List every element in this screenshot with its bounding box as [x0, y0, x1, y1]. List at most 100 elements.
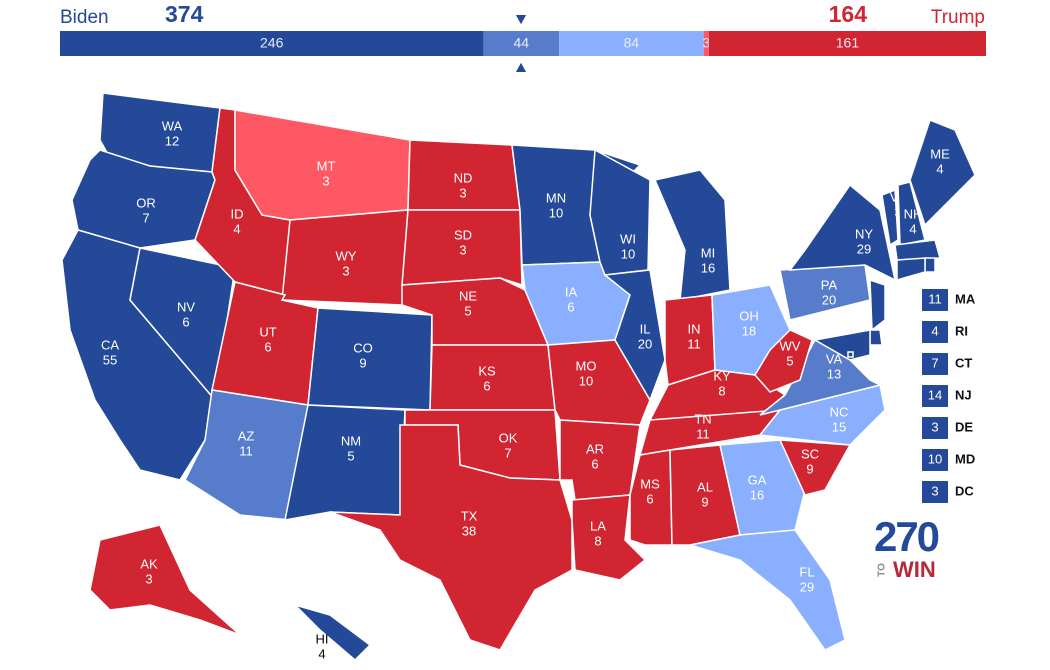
state-votes: 14 [928, 387, 942, 402]
bar-segment [60, 31, 484, 56]
state-votes: 8 [718, 383, 725, 398]
state-votes: 3 [931, 419, 938, 434]
state-shape [897, 181, 926, 246]
state-abbr: IA [565, 284, 578, 299]
state-shape [689, 529, 846, 651]
state-votes: 20 [822, 292, 836, 307]
state-shape [788, 183, 897, 282]
state-shape [307, 307, 433, 411]
state-abbr: DE [955, 419, 973, 434]
state-votes: 8 [594, 533, 601, 548]
state-abbr: MA [955, 291, 976, 306]
state-shape [71, 149, 216, 249]
state-shape [869, 329, 883, 346]
state-votes: 11 [696, 426, 710, 441]
threshold-marker [516, 63, 526, 72]
state-shape [894, 239, 941, 261]
state-votes: 10 [549, 205, 563, 220]
candidate-total: 164 [829, 1, 868, 27]
state-abbr: OR [136, 195, 156, 210]
state-votes: 55 [103, 352, 117, 367]
state-abbr: ID [231, 206, 244, 221]
state-votes: 16 [701, 260, 715, 275]
state-abbr: ME [930, 146, 950, 161]
state-shape [559, 419, 641, 501]
state-abbr: FL [799, 564, 814, 579]
state-votes: 3 [145, 571, 152, 586]
state-votes: 15 [832, 419, 846, 434]
state-shape [754, 329, 813, 393]
state-votes: 10 [621, 246, 635, 261]
state-abbr: MT [317, 158, 336, 173]
state-votes: 6 [646, 491, 653, 506]
state-abbr: SD [454, 227, 472, 242]
state-votes: 11 [687, 336, 701, 351]
state-votes: 7 [931, 355, 938, 370]
state-votes: 20 [638, 336, 652, 351]
state-shape [812, 329, 871, 361]
state-votes: 5 [347, 448, 354, 463]
state-votes: 38 [462, 523, 476, 538]
state-votes: 6 [567, 299, 574, 314]
state-abbr: PA [821, 277, 838, 292]
state-votes: 5 [464, 303, 471, 318]
state-abbr: ND [454, 170, 473, 185]
state-shape [571, 494, 647, 581]
state-shape [89, 524, 241, 636]
state-abbr: OH [739, 308, 759, 323]
state-votes: 9 [701, 494, 708, 509]
bar-segment [559, 31, 704, 56]
bar-label: 3 [702, 35, 710, 51]
state-votes: 18 [742, 323, 756, 338]
state-abbr: NE [459, 288, 477, 303]
state-abbr: HI [316, 631, 329, 646]
state-abbr: CA [101, 337, 119, 352]
state-abbr: TN [694, 411, 711, 426]
state-abbr: NH [904, 206, 923, 221]
state-votes: 4 [931, 323, 938, 338]
state-votes: 16 [750, 487, 764, 502]
candidate-name: Biden [60, 7, 109, 28]
state-shape [924, 257, 936, 273]
state-abbr: LA [590, 518, 606, 533]
state-abbr: MS [640, 476, 660, 491]
state-box [922, 417, 948, 439]
state-shape [896, 257, 926, 281]
state-shape [653, 169, 731, 301]
state-votes: 13 [827, 366, 841, 381]
state-votes: 11 [239, 443, 253, 458]
state-votes: 5 [786, 353, 793, 368]
state-votes: 3 [894, 204, 901, 219]
state-abbr: AL [697, 479, 713, 494]
state-box [922, 449, 948, 471]
bar-label: 246 [260, 35, 284, 51]
state-shape [719, 439, 806, 536]
candidate-name: Trump [931, 7, 985, 28]
state-shape [881, 188, 899, 247]
state-votes: 11 [928, 291, 942, 306]
state-shape [603, 269, 666, 402]
state-shape [778, 439, 852, 496]
state-abbr: RI [955, 323, 968, 338]
state-votes: 4 [909, 221, 916, 236]
state-abbr: NM [341, 433, 361, 448]
state-abbr: WA [162, 118, 183, 133]
state-abbr: AZ [238, 428, 255, 443]
state-abbr: MN [546, 190, 566, 205]
state-votes: 29 [857, 241, 871, 256]
bar-segment [708, 31, 986, 56]
state-shape [869, 278, 886, 332]
candidate-total: 374 [165, 1, 204, 27]
state-abbr: NC [830, 404, 849, 419]
state-votes: 7 [504, 445, 511, 460]
state-abbr: NY [855, 226, 873, 241]
state-abbr: KY [713, 368, 731, 383]
state-votes: 3 [342, 263, 349, 278]
state-shape [329, 424, 573, 651]
state-votes: 3 [931, 483, 938, 498]
state-shape [638, 409, 782, 456]
state-votes: 29 [800, 579, 814, 594]
state-votes: 6 [483, 378, 490, 393]
bar-segment [483, 31, 560, 56]
state-votes: 6 [591, 456, 598, 471]
